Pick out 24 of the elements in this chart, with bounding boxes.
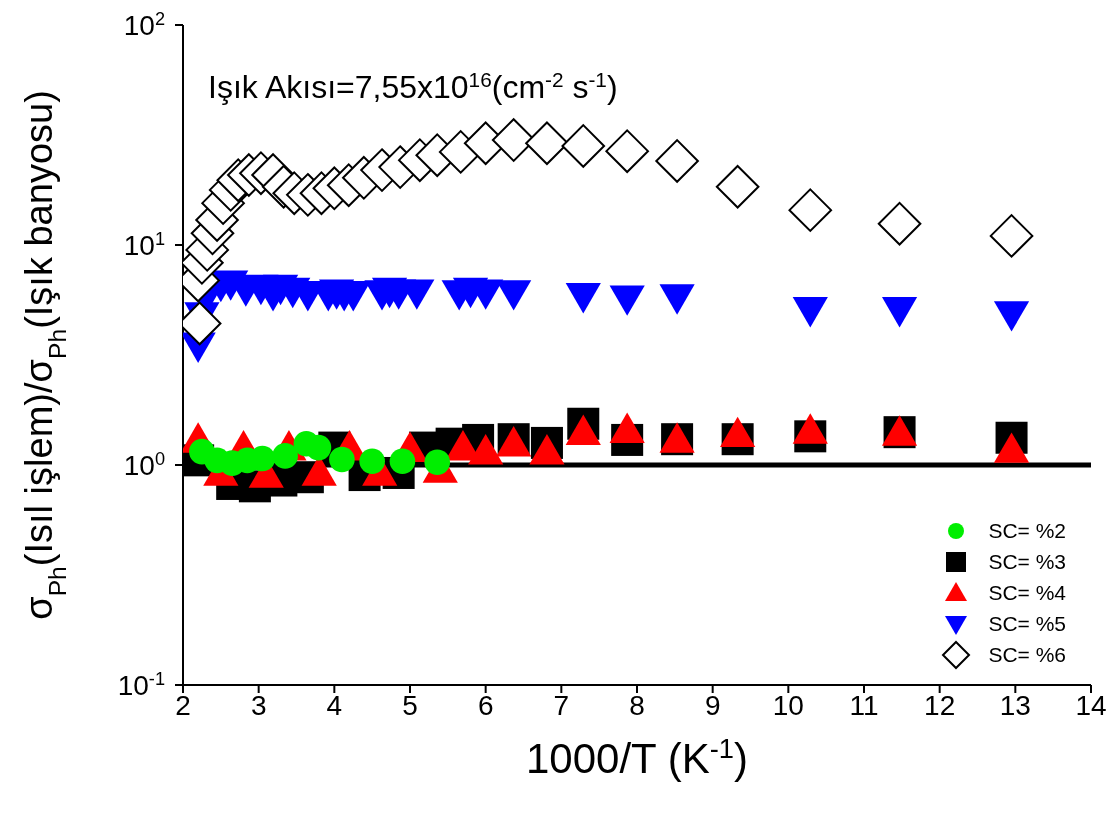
x-tick-label: 14 <box>1075 689 1107 721</box>
legend-label: SC= %4 <box>988 580 1066 605</box>
y-tick-label: 10$^{1}$ <box>123 229 165 261</box>
legend-label: SC= %2 <box>988 518 1066 543</box>
x-tick-label: 11 <box>849 689 879 721</box>
y-tick-label: 10$^{-1}$ <box>117 669 165 701</box>
x-tick-label: 3 <box>250 689 267 721</box>
y-tick-label: 10$^{0}$ <box>123 449 165 481</box>
x-tick-label: 9 <box>704 689 721 721</box>
x-tick-label: 8 <box>629 689 645 721</box>
x-tick-label: 4 <box>326 689 343 721</box>
x-axis-title: 1000/T (K$^{-1}$) <box>526 732 748 782</box>
x-tick-label: 7 <box>553 689 570 721</box>
x-tick-label: 5 <box>402 689 418 721</box>
x-tick-label: 12 <box>924 689 956 721</box>
x-tick-label: 6 <box>477 689 494 721</box>
legend-label: SC= %6 <box>988 642 1066 667</box>
x-tick-label: 2 <box>175 689 191 721</box>
annotation: Işık Akısı=7,55x10$^{16}$(cm$^{-2}$ s$^{-1}$) <box>208 67 618 105</box>
x-tick-label: 10 <box>772 689 804 721</box>
legend-label: SC= %3 <box>988 549 1066 574</box>
legend-label: SC= %5 <box>988 611 1066 636</box>
y-tick-label: 10$^{2}$ <box>123 9 165 41</box>
x-tick-label: 13 <box>999 689 1031 721</box>
